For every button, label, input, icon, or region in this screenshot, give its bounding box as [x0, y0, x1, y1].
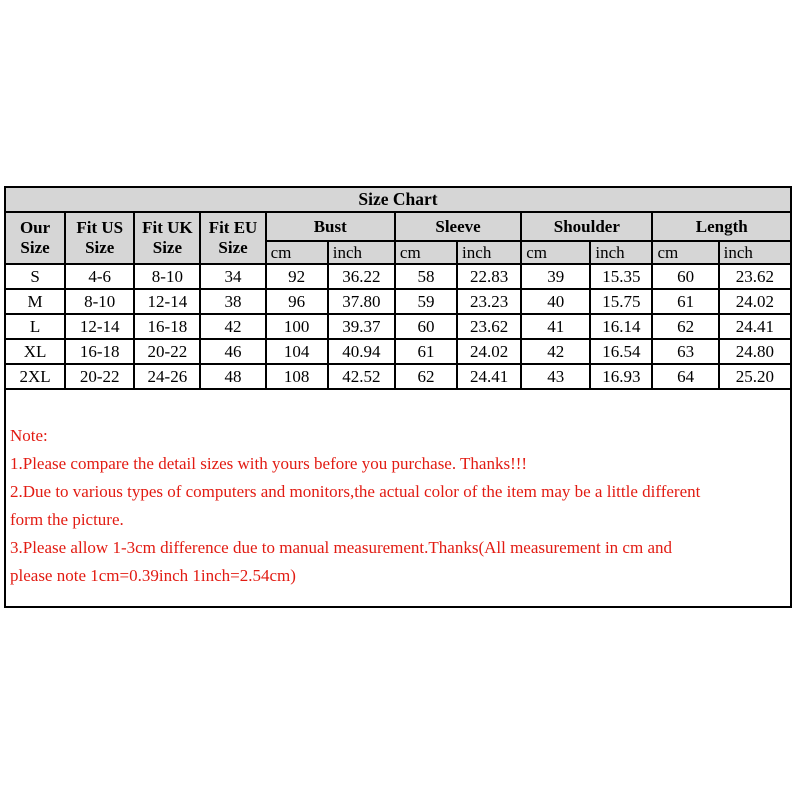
size-cell: XL: [3, 338, 67, 365]
table-cell: 36.22: [326, 263, 396, 290]
table-header-row: Our Size Fit US Size Fit UK Size Fit EU …: [3, 211, 792, 265]
table-cell: 12-14: [64, 313, 136, 340]
table-cell: 24.80: [717, 338, 793, 365]
table-cell: 59: [393, 288, 459, 315]
table-cell: 64: [651, 363, 720, 390]
col-header-length: Length: [651, 211, 792, 242]
table-cell: 24.41: [456, 363, 523, 390]
unit-header-sleeve-inch: inch: [456, 240, 523, 265]
table-cell: 58: [393, 263, 459, 290]
table-cell: 37.80: [326, 288, 396, 315]
table-cell: 24-26: [133, 363, 202, 390]
table-cell: 42: [199, 313, 267, 340]
table-cell: 34: [199, 263, 267, 290]
table-cell: 40.94: [326, 338, 396, 365]
table-cell: 8-10: [133, 263, 202, 290]
table-title-row: Size Chart: [4, 186, 792, 213]
table-row-l: L 12-14 16-18 42 100 39.37 60 23.62 41 1…: [3, 313, 793, 340]
note-section: Note: 1.Please compare the detail sizes …: [4, 390, 792, 608]
table-unit-row: cm inch cm inch cm inch cm inch: [5, 240, 793, 265]
table-cell: 39: [520, 263, 592, 290]
table-cell: 63: [651, 338, 720, 365]
table-cell: 42.52: [326, 363, 396, 390]
table-cell: 23.62: [456, 313, 523, 340]
table-cell: 62: [393, 363, 459, 390]
table-cell: 60: [393, 313, 459, 340]
table-cell: 41: [520, 313, 592, 340]
table-cell: 39.37: [326, 313, 396, 340]
table-cell: 23.23: [456, 288, 523, 315]
table-cell: 60: [651, 263, 720, 290]
table-cell: 61: [393, 338, 459, 365]
unit-header-length-cm: cm: [651, 240, 720, 265]
size-cell: 2XL: [3, 363, 67, 390]
table-cell: 20-22: [133, 338, 202, 365]
col-header-bust: Bust: [264, 211, 396, 242]
table-cell: 46: [199, 338, 267, 365]
col-header-shoulder: Shoulder: [520, 211, 654, 242]
size-cell: M: [3, 288, 67, 315]
table-cell: 48: [199, 363, 267, 390]
unit-header-bust-cm: cm: [264, 240, 329, 265]
size-chart-panel: Size Chart Our Size Fit US Size Fit UK S…: [3, 186, 793, 608]
note-heading: Note:: [10, 426, 48, 445]
col-header-our-size: Our Size: [3, 211, 67, 265]
table-cell: 100: [264, 313, 329, 340]
table-cell: 62: [651, 313, 720, 340]
table-cell: 23.62: [717, 263, 793, 290]
note-line-2-continued: form the picture.: [10, 510, 124, 529]
table-cell: 4-6: [64, 263, 136, 290]
col-header-sleeve: Sleeve: [393, 211, 523, 242]
table-row-2xl: 2XL 20-22 24-26 48 108 42.52 62 24.41 43…: [3, 363, 793, 390]
col-header-fit-eu-size: Fit EU Size: [199, 211, 267, 265]
note-line-3: 3.Please allow 1-3cm difference due to m…: [10, 538, 672, 557]
table-cell: 12-14: [133, 288, 202, 315]
table-cell: 22.83: [456, 263, 523, 290]
unit-header-shoulder-inch: inch: [589, 240, 654, 265]
unit-header-bust-inch: inch: [326, 240, 396, 265]
note-line-2: 2.Due to various types of computers and …: [10, 482, 701, 501]
table-cell: 8-10: [64, 288, 136, 315]
table-cell: 40: [520, 288, 592, 315]
table-cell: 24.41: [717, 313, 793, 340]
table-title: Size Chart: [4, 186, 792, 213]
table-cell: 20-22: [64, 363, 136, 390]
table-cell: 43: [520, 363, 592, 390]
table-cell: 16.54: [589, 338, 654, 365]
table-cell: 16.14: [589, 313, 654, 340]
table-cell: 108: [264, 363, 329, 390]
note-line-3-continued: please note 1cm=0.39inch 1inch=2.54cm): [10, 566, 296, 585]
table-cell: 42: [520, 338, 592, 365]
table-cell: 92: [264, 263, 329, 290]
unit-header-shoulder-cm: cm: [520, 240, 592, 265]
table-cell: 15.75: [589, 288, 654, 315]
table-cell: 16-18: [64, 338, 136, 365]
table-row-m: M 8-10 12-14 38 96 37.80 59 23.23 40 15.…: [3, 288, 793, 315]
unit-header-sleeve-cm: cm: [393, 240, 459, 265]
size-cell: S: [3, 263, 67, 290]
table-cell: 61: [651, 288, 720, 315]
table-cell: 96: [264, 288, 329, 315]
table-cell: 25.20: [717, 363, 793, 390]
table-row-s: S 4-6 8-10 34 92 36.22 58 22.83 39 15.35…: [3, 263, 793, 290]
unit-header-length-inch: inch: [717, 240, 793, 265]
table-cell: 104: [264, 338, 329, 365]
table-cell: 15.35: [589, 263, 654, 290]
table-row-xl: XL 16-18 20-22 46 104 40.94 61 24.02 42 …: [3, 338, 793, 365]
table-cell: 24.02: [456, 338, 523, 365]
size-chart-table: Size Chart Our Size Fit US Size Fit UK S…: [3, 186, 793, 390]
col-header-fit-us-size: Fit US Size: [64, 211, 136, 265]
note-line-1: 1.Please compare the detail sizes with y…: [10, 454, 528, 473]
col-header-fit-uk-size: Fit UK Size: [133, 211, 202, 265]
table-cell: 16.93: [589, 363, 654, 390]
table-cell: 38: [199, 288, 267, 315]
table-cell: 16-18: [133, 313, 202, 340]
size-cell: L: [3, 313, 67, 340]
table-cell: 24.02: [717, 288, 793, 315]
